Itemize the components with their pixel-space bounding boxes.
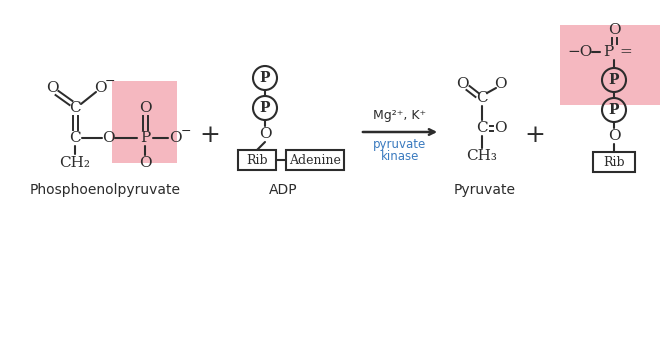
Bar xyxy=(112,81,177,163)
Text: C: C xyxy=(476,121,488,135)
Text: Adenine: Adenine xyxy=(289,153,341,166)
Text: C: C xyxy=(69,101,81,115)
Bar xyxy=(593,152,635,172)
Text: P: P xyxy=(603,45,613,59)
Bar xyxy=(238,150,276,170)
Text: O: O xyxy=(139,156,151,170)
Text: Rib: Rib xyxy=(603,156,625,168)
Text: −: − xyxy=(105,75,115,87)
Text: O: O xyxy=(102,131,114,145)
Text: O: O xyxy=(169,131,182,145)
Text: ADP: ADP xyxy=(269,183,297,197)
Text: +: + xyxy=(199,123,220,147)
Text: P: P xyxy=(260,71,270,85)
Text: O: O xyxy=(494,121,506,135)
Text: C: C xyxy=(69,131,81,145)
Text: Phosphoenolpyruvate: Phosphoenolpyruvate xyxy=(30,183,180,197)
Text: O: O xyxy=(608,23,620,37)
Text: P: P xyxy=(609,73,619,87)
Text: O: O xyxy=(46,81,58,95)
Text: O: O xyxy=(455,77,469,91)
Text: CH₂: CH₂ xyxy=(59,156,90,170)
Text: O: O xyxy=(139,101,151,115)
Text: Mg²⁺, K⁺: Mg²⁺, K⁺ xyxy=(374,108,426,122)
Text: P: P xyxy=(260,101,270,115)
Text: −O: −O xyxy=(568,45,593,59)
Text: +: + xyxy=(525,123,545,147)
Text: Rib: Rib xyxy=(246,153,268,166)
Bar xyxy=(560,25,660,105)
Text: =: = xyxy=(620,45,632,59)
Text: O: O xyxy=(494,77,506,91)
Text: O: O xyxy=(94,81,106,95)
Text: pyruvate: pyruvate xyxy=(374,138,426,150)
Bar xyxy=(286,150,344,170)
Text: O: O xyxy=(259,127,271,141)
Text: Pyruvate: Pyruvate xyxy=(454,183,516,197)
Text: CH₃: CH₃ xyxy=(467,149,498,163)
Text: C: C xyxy=(476,91,488,105)
Text: P: P xyxy=(140,131,150,145)
Text: P: P xyxy=(609,103,619,117)
Text: −: − xyxy=(181,125,191,138)
Text: kinase: kinase xyxy=(381,149,419,162)
Text: O: O xyxy=(608,129,620,143)
